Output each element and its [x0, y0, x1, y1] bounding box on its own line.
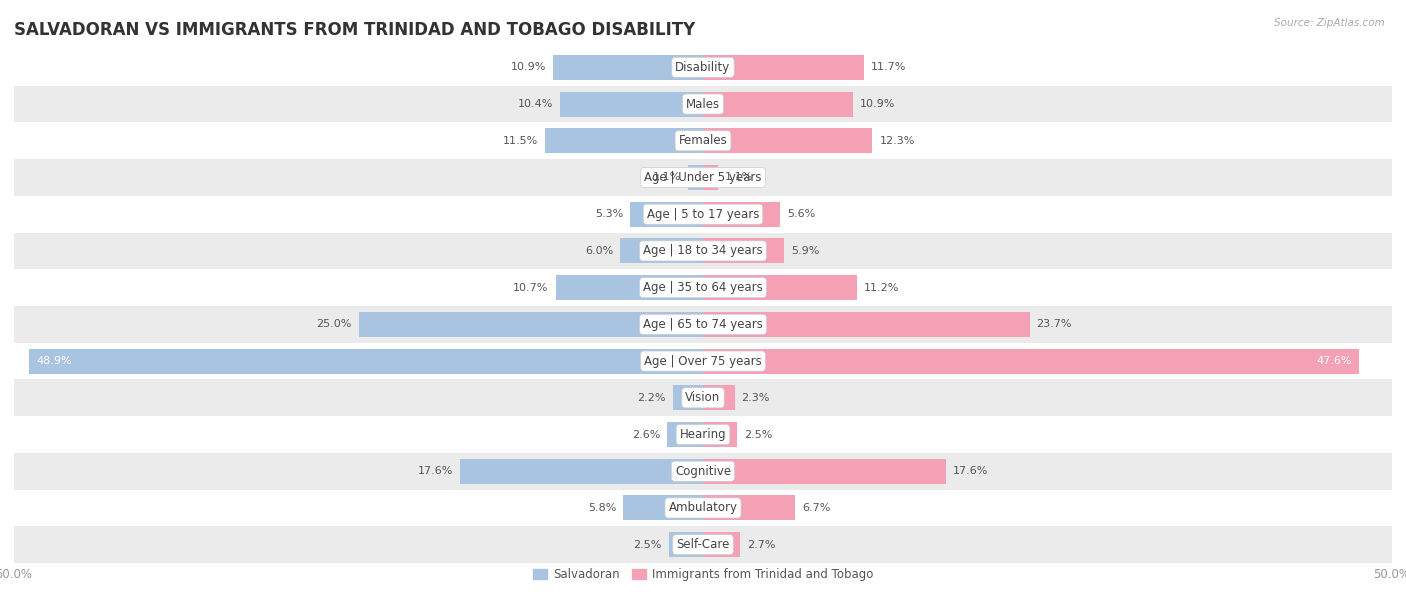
- Bar: [623, 496, 703, 520]
- Text: Ambulatory: Ambulatory: [668, 501, 738, 515]
- Bar: [461, 459, 703, 483]
- Text: 2.7%: 2.7%: [747, 540, 776, 550]
- Bar: [359, 312, 703, 337]
- Text: 17.6%: 17.6%: [418, 466, 454, 476]
- Text: Females: Females: [679, 134, 727, 147]
- Text: Age | 18 to 34 years: Age | 18 to 34 years: [643, 244, 763, 258]
- Bar: [703, 312, 1029, 337]
- Bar: [703, 165, 718, 190]
- Legend: Salvadoran, Immigrants from Trinidad and Tobago: Salvadoran, Immigrants from Trinidad and…: [529, 563, 877, 586]
- Bar: [14, 526, 1392, 563]
- Text: Males: Males: [686, 97, 720, 111]
- Text: 10.9%: 10.9%: [510, 62, 546, 72]
- Bar: [620, 239, 703, 263]
- Bar: [553, 55, 703, 80]
- Text: 2.3%: 2.3%: [741, 393, 770, 403]
- Bar: [669, 532, 703, 557]
- Text: 12.3%: 12.3%: [879, 136, 915, 146]
- Text: 6.0%: 6.0%: [585, 246, 613, 256]
- Bar: [14, 306, 1392, 343]
- Text: 10.7%: 10.7%: [513, 283, 548, 293]
- Bar: [14, 196, 1392, 233]
- Bar: [14, 416, 1392, 453]
- Text: Vision: Vision: [685, 391, 721, 405]
- Bar: [672, 386, 703, 410]
- Text: Cognitive: Cognitive: [675, 465, 731, 478]
- Bar: [703, 129, 873, 153]
- Bar: [544, 129, 703, 153]
- Bar: [30, 349, 703, 373]
- Bar: [14, 453, 1392, 490]
- Text: Age | 65 to 74 years: Age | 65 to 74 years: [643, 318, 763, 331]
- Text: Age | Under 5 years: Age | Under 5 years: [644, 171, 762, 184]
- Bar: [630, 202, 703, 226]
- Bar: [560, 92, 703, 116]
- Bar: [703, 422, 738, 447]
- Text: 2.2%: 2.2%: [637, 393, 666, 403]
- Text: 25.0%: 25.0%: [316, 319, 352, 329]
- Bar: [703, 349, 1358, 373]
- Text: 11.5%: 11.5%: [502, 136, 537, 146]
- Bar: [703, 496, 796, 520]
- Bar: [703, 239, 785, 263]
- Bar: [14, 122, 1392, 159]
- Text: 23.7%: 23.7%: [1036, 319, 1071, 329]
- Bar: [14, 379, 1392, 416]
- Text: 11.2%: 11.2%: [865, 283, 900, 293]
- Bar: [703, 275, 858, 300]
- Text: Self-Care: Self-Care: [676, 538, 730, 551]
- Text: 1.1%: 1.1%: [725, 173, 754, 182]
- Text: 5.8%: 5.8%: [588, 503, 616, 513]
- Text: Disability: Disability: [675, 61, 731, 74]
- Bar: [14, 343, 1392, 379]
- Bar: [703, 55, 865, 80]
- Text: Age | Over 75 years: Age | Over 75 years: [644, 354, 762, 368]
- Bar: [14, 86, 1392, 122]
- Bar: [703, 459, 945, 483]
- Bar: [703, 532, 740, 557]
- Text: 11.7%: 11.7%: [872, 62, 907, 72]
- Text: 2.5%: 2.5%: [633, 540, 662, 550]
- Text: Age | 5 to 17 years: Age | 5 to 17 years: [647, 207, 759, 221]
- Text: 1.1%: 1.1%: [652, 173, 681, 182]
- Text: 2.5%: 2.5%: [744, 430, 773, 439]
- Text: 5.6%: 5.6%: [787, 209, 815, 219]
- Text: Hearing: Hearing: [679, 428, 727, 441]
- Bar: [14, 269, 1392, 306]
- Bar: [688, 165, 703, 190]
- Text: 5.3%: 5.3%: [595, 209, 623, 219]
- Text: 47.6%: 47.6%: [1316, 356, 1353, 366]
- Text: Age | 35 to 64 years: Age | 35 to 64 years: [643, 281, 763, 294]
- Bar: [703, 386, 735, 410]
- Text: Source: ZipAtlas.com: Source: ZipAtlas.com: [1274, 18, 1385, 28]
- Text: 5.9%: 5.9%: [792, 246, 820, 256]
- Bar: [14, 233, 1392, 269]
- Bar: [668, 422, 703, 447]
- Text: 48.9%: 48.9%: [37, 356, 72, 366]
- Text: 10.4%: 10.4%: [517, 99, 553, 109]
- Text: 17.6%: 17.6%: [952, 466, 988, 476]
- Text: 2.6%: 2.6%: [631, 430, 661, 439]
- Text: 6.7%: 6.7%: [803, 503, 831, 513]
- Text: SALVADORAN VS IMMIGRANTS FROM TRINIDAD AND TOBAGO DISABILITY: SALVADORAN VS IMMIGRANTS FROM TRINIDAD A…: [14, 21, 696, 39]
- Bar: [14, 159, 1392, 196]
- Text: 10.9%: 10.9%: [860, 99, 896, 109]
- Bar: [555, 275, 703, 300]
- Bar: [14, 490, 1392, 526]
- Bar: [703, 92, 853, 116]
- Bar: [14, 49, 1392, 86]
- Bar: [703, 202, 780, 226]
